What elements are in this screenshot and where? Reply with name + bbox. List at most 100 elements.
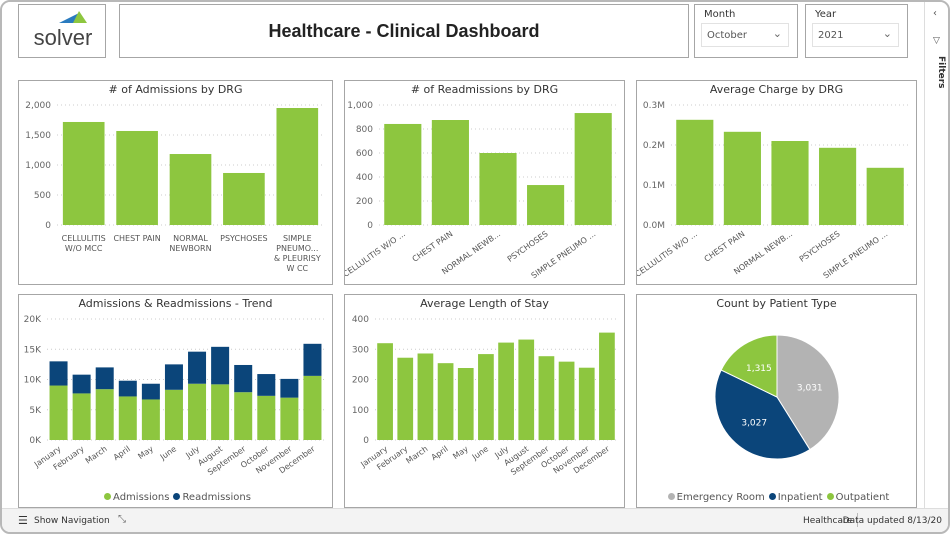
- bar: [599, 332, 615, 440]
- month-label: Month: [704, 9, 736, 20]
- y-tick-label: 400: [356, 173, 373, 183]
- x-tick-line: CHEST PAIN: [113, 234, 160, 243]
- bar: [498, 342, 514, 440]
- bar: [377, 343, 393, 440]
- y-tick-label: 600: [356, 149, 373, 159]
- chart-plot: 0 500 1,000 1,500 2,000 CELLULITIS W/O MCC CHES…: [25, 101, 324, 273]
- bar: [478, 354, 494, 440]
- legend-dot: [104, 493, 112, 500]
- x-tick-label: CELLULITIS W/O ...: [637, 229, 699, 279]
- y-tick-label: 400: [352, 315, 369, 325]
- x-tick-label: CELLULITIS W/O ...: [345, 229, 407, 279]
- y-tick-label: 0.2M: [643, 141, 665, 151]
- chevron-down-icon: ⌄: [882, 27, 892, 40]
- month-value: October: [707, 30, 748, 41]
- bar: [431, 120, 469, 225]
- bar-readmissions: [280, 378, 299, 398]
- bar-readmissions: [164, 364, 183, 390]
- bar: [417, 353, 434, 440]
- legend-readmissions[interactable]: Readmissions: [182, 492, 251, 503]
- legend-emergency[interactable]: Emergency Room: [676, 492, 765, 503]
- filters-label: Filters: [936, 56, 946, 89]
- bar-admissions: [257, 395, 276, 440]
- x-tick-label: CHEST PAIN: [411, 229, 455, 264]
- x-tick-label: April: [430, 444, 450, 462]
- collapse-chevron-icon[interactable]: ‹: [933, 8, 937, 19]
- y-tick-label: 10K: [24, 376, 42, 386]
- legend-dot: [667, 493, 675, 500]
- show-navigation-button[interactable]: Show Navigation: [34, 516, 110, 526]
- chart-title: Average Charge by DRG: [709, 83, 844, 96]
- x-tick-label: June: [470, 444, 490, 462]
- page-name: Healthcare: [802, 516, 852, 526]
- bar-readmissions: [188, 351, 207, 384]
- month-dropdown[interactable]: October ⌄: [701, 23, 789, 47]
- y-tick-label: 0K: [29, 436, 42, 446]
- bar-admissions: [188, 383, 207, 440]
- x-tick-label: May: [451, 444, 470, 461]
- x-tick-label: NORMAL NEWBORN: [169, 234, 211, 253]
- bar: [771, 141, 809, 225]
- bar-admissions: [141, 399, 160, 440]
- x-tick-label: June: [158, 444, 178, 462]
- chart-plot: 0.0M 0.1M 0.2M 0.3M CELLULITIS W/O ... CHEST …: [637, 101, 909, 280]
- x-tick-line: & PLEURISY: [274, 254, 321, 263]
- bar-readmissions: [72, 374, 91, 394]
- x-tick-label: CELLULITIS W/O MCC: [62, 234, 106, 253]
- filter-icon: ▽: [933, 36, 940, 46]
- bar: [866, 167, 904, 225]
- year-label: Year: [815, 9, 837, 20]
- legend-inpatient[interactable]: Inpatient: [777, 492, 823, 503]
- year-value: 2021: [818, 30, 844, 41]
- legend-outpatient[interactable]: Outpatient: [835, 492, 890, 503]
- pie-slice-outpatient: [720, 334, 778, 398]
- x-tick-label: PSYCHOSES: [798, 229, 842, 264]
- filters-pane[interactable]: ‹ ▽ Filters: [924, 2, 948, 510]
- bar: [676, 119, 714, 225]
- bar: [223, 172, 265, 225]
- bar-readmissions: [49, 361, 68, 386]
- legend-admissions[interactable]: Admissions: [113, 492, 170, 503]
- x-tick-label: May: [136, 444, 155, 461]
- legend-dot: [768, 493, 776, 500]
- y-tick-label: 0.0M: [643, 221, 665, 231]
- svg-text:solver: solver: [34, 25, 93, 50]
- collapse-icon[interactable]: ⤡: [118, 514, 126, 525]
- year-slicer: Year 2021 ⌄: [805, 4, 908, 58]
- bar-readmissions: [257, 374, 276, 396]
- bar: [558, 361, 575, 440]
- bar: [169, 154, 212, 225]
- bar-readmissions: [118, 380, 137, 397]
- chart-title: Average Length of Stay: [420, 297, 549, 310]
- x-tick-line: W CC: [286, 264, 308, 273]
- bar: [479, 153, 517, 225]
- page-title: Healthcare - Clinical Dashboard: [119, 4, 689, 58]
- year-dropdown[interactable]: 2021 ⌄: [812, 23, 899, 47]
- y-tick-label: 800: [356, 125, 373, 135]
- bar-admissions: [211, 384, 230, 440]
- trend-chart: Admissions & Readmissions - Trend Admiss…: [18, 294, 333, 508]
- bar: [819, 147, 857, 225]
- y-tick-label: 300: [352, 345, 369, 355]
- chevron-down-icon: ⌄: [772, 27, 782, 40]
- pie-plot: 3,031 3,027 1,315: [714, 334, 840, 460]
- bar: [723, 131, 761, 225]
- legend-dot: [826, 493, 834, 500]
- x-tick-line: SIMPLE: [283, 234, 312, 243]
- admissions-by-drg-chart: # of Admissions by DRG 0 500 1,000 1,500 2,00…: [18, 80, 333, 285]
- legend-dot: [173, 493, 181, 500]
- bar: [457, 368, 474, 440]
- y-tick-label: 0: [367, 221, 373, 231]
- y-tick-label: 0: [363, 436, 369, 446]
- bar-admissions: [280, 397, 299, 440]
- bar: [527, 185, 565, 225]
- divider: [857, 513, 858, 527]
- chart-title: # of Admissions by DRG: [108, 83, 243, 96]
- bar-admissions: [118, 396, 137, 440]
- x-tick-line: PNEUMO...: [276, 244, 318, 253]
- x-tick-label: March: [404, 444, 429, 465]
- bar-admissions: [49, 385, 68, 440]
